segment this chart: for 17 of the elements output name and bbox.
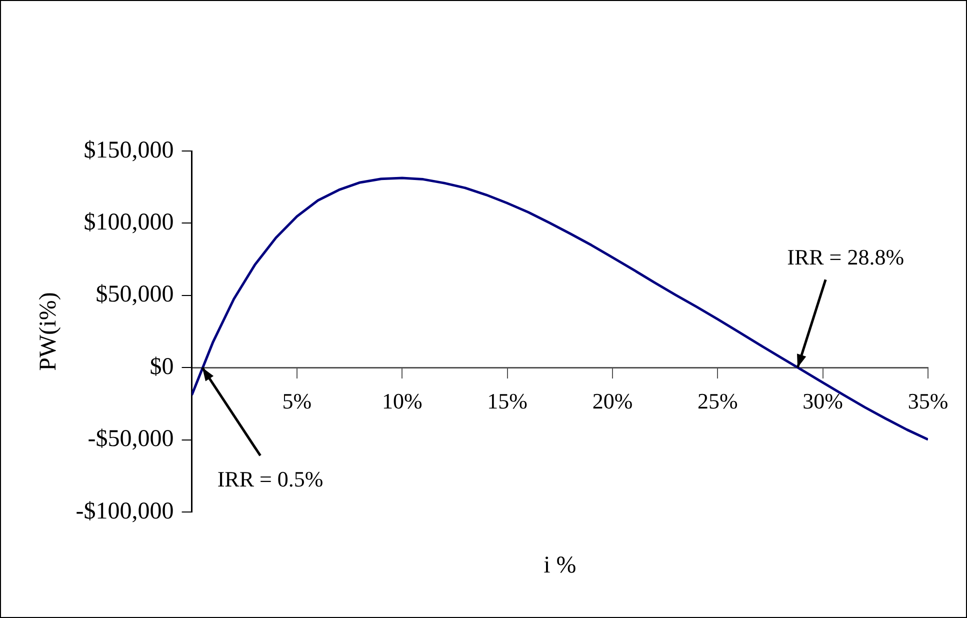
y-tick-label: $100,000 <box>84 209 174 236</box>
x-tick-label: 10% <box>382 388 422 414</box>
y-tick-label: $0 <box>150 354 174 380</box>
x-tick-label: 5% <box>282 388 312 414</box>
x-tick-label: 25% <box>697 388 738 414</box>
x-tick-label: 30% <box>802 388 843 414</box>
x-tick-label: 35% <box>908 388 948 414</box>
y-tick-label: $150,000 <box>84 137 174 164</box>
x-tick-label: 20% <box>592 388 633 414</box>
annotation: IRR = 28.8% <box>787 244 904 270</box>
x-axis-title: i % <box>544 552 576 578</box>
y-tick-label: -$100,000 <box>76 498 174 524</box>
annotation: IRR = 0.5% <box>217 466 324 492</box>
x-tick-label: 15% <box>487 388 528 414</box>
y-axis-title: PW(i%) <box>36 292 62 371</box>
y-tick-label: -$50,000 <box>88 426 174 452</box>
y-tick-label: $50,000 <box>96 282 174 308</box>
